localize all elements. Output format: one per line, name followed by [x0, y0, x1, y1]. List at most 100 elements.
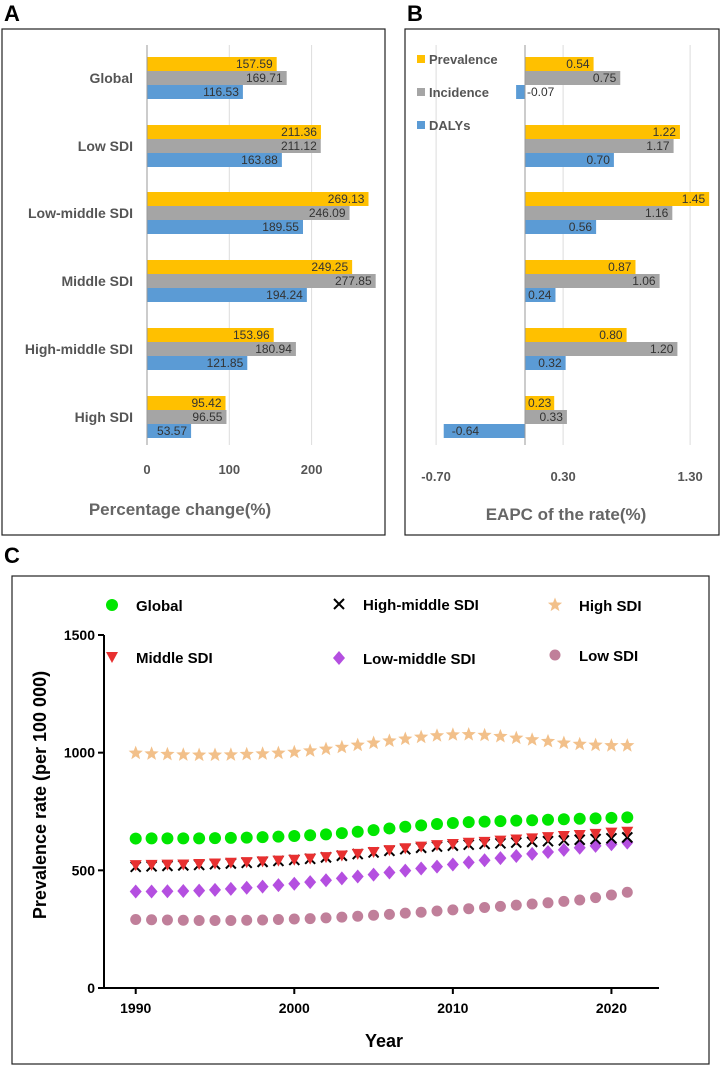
panel-c-point-global [224, 831, 237, 844]
panel-label-c: C [4, 543, 20, 568]
panel-c-point-global [209, 832, 221, 845]
panel-c-legend-marker-high-middle-sdi [333, 598, 345, 610]
panel-c-point-high-sdi [620, 738, 635, 752]
panel-c-point-global [367, 824, 380, 837]
panel-c-point-low-sdi [288, 913, 300, 925]
panel-b-bar-dalys [525, 288, 556, 302]
panel-c-x-tick-label: 1990 [120, 1000, 151, 1016]
panel-c-point-middle-sdi [272, 855, 285, 867]
panel-c-point-high-sdi [176, 747, 191, 761]
panel-a-bar-dalys [147, 356, 248, 370]
panel-c-point-global [193, 832, 206, 845]
panel-c-point-low-middle-sdi [589, 838, 602, 853]
panel-c-point-high-sdi [572, 736, 587, 751]
panel-c-point-high-sdi [414, 729, 429, 744]
panel-a-data-label: 121.85 [207, 356, 244, 370]
panel-c-point-high-sdi [366, 735, 381, 750]
panel-c-point-middle-sdi [462, 837, 475, 849]
panel-c-point-middle-sdi [177, 859, 190, 871]
panel-c-point-middle-sdi [399, 843, 412, 855]
panel-label-a: A [4, 1, 20, 26]
panel-c-point-global [510, 814, 523, 827]
panel-c-point-low-middle-sdi [399, 863, 412, 878]
panel-c-point-global [272, 830, 285, 843]
panel-a-data-label: 277.85 [335, 274, 372, 288]
panel-c-point-low-middle-sdi [145, 884, 158, 899]
panel-c-point-low-sdi [304, 913, 316, 925]
panel-b-x-tick-label: -0.70 [421, 469, 451, 484]
panel-c-point-high-sdi [223, 747, 238, 761]
panel-c-point-low-sdi [621, 886, 633, 898]
panel-b-chart: -0.70 0.30 1.30 0.540.75 -0.07 1.221.17 0.70 1.… [417, 45, 710, 484]
panel-c-point-low-middle-sdi [573, 840, 586, 855]
panel-c-point-low-sdi [257, 914, 269, 926]
panel-c-point-low-sdi [383, 908, 395, 920]
panel-c-point-low-sdi [431, 905, 443, 917]
panel-c-point-low-middle-sdi [320, 873, 332, 888]
panel-c-point-middle-sdi [605, 827, 618, 839]
panel-c-point-low-sdi [447, 904, 459, 916]
panel-b-bar-prevalence [525, 328, 627, 342]
panel-c-point-global [605, 811, 618, 824]
panel-c-y-tick-label: 0 [87, 980, 95, 996]
panel-c-point-global [335, 827, 348, 840]
panel-c-point-global [161, 832, 174, 845]
panel-c-point-low-middle-sdi [510, 848, 523, 863]
panel-c-point-middle-sdi [320, 852, 332, 864]
panel-b-data-label: 0.75 [593, 71, 617, 85]
panel-c-point-global [573, 812, 586, 825]
panel-b-data-label: 1.17 [646, 139, 670, 153]
panel-c-point-low-middle-sdi [542, 844, 554, 859]
panel-b-data-label: 1.16 [645, 206, 669, 220]
panel-a-data-label: 153.96 [233, 328, 270, 342]
panel-c-point-high-sdi [525, 732, 540, 746]
panel-a-data-label: 163.88 [241, 153, 278, 167]
panel-b-legend-swatch-dalys [417, 121, 425, 129]
panel-c-point-middle-sdi [351, 848, 364, 860]
panel-b-bar-dalys [525, 220, 597, 234]
panel-a-bar-incidence [147, 139, 321, 153]
panel-c-point-low-middle-sdi [177, 884, 190, 899]
panel-c-x-tick-label: 2010 [437, 1000, 468, 1016]
panel-c-point-low-sdi [526, 898, 538, 910]
panel-b-bar-dalys [525, 153, 614, 167]
panel-c-legend-marker-low-middle-sdi [333, 651, 345, 665]
panel-c-point-low-middle-sdi [193, 883, 206, 898]
panel-c-point-global [494, 815, 507, 828]
panel-a-data-label: 211.36 [281, 125, 317, 139]
panel-c-point-high-sdi [540, 733, 556, 748]
panel-c-y-tick-label: 500 [72, 862, 96, 878]
panel-c-point-low-sdi [272, 914, 284, 926]
panel-c-point-low-middle-sdi [415, 861, 428, 876]
panel-c-legend-marker-global [106, 599, 118, 611]
panel-b-bar-incidence [525, 410, 567, 424]
panel-c-point-low-sdi [479, 902, 491, 914]
panel-c-point-high-sdi [271, 745, 286, 760]
panel-c-point-middle-sdi [510, 834, 523, 846]
panel-c-point-high-sdi [398, 731, 413, 746]
panel-a-bar-prevalence [147, 260, 353, 274]
panel-c-point-high-sdi [192, 747, 207, 762]
panel-c-frame [11, 575, 710, 1065]
panel-b-data-label: 0.87 [608, 260, 632, 274]
panel-c-point-high-sdi [509, 730, 524, 745]
panel-c-y-tick-label: 1500 [64, 627, 95, 643]
panel-c-legend-marker-high-sdi [547, 597, 563, 612]
panel-c-point-global [446, 817, 459, 830]
panel-b-data-label: -0.64 [452, 424, 480, 438]
panel-c-point-middle-sdi [367, 846, 380, 858]
panel-c-point-low-sdi [336, 911, 348, 923]
panel-a-data-label: 95.42 [191, 396, 221, 410]
panel-c-point-high-sdi [255, 746, 270, 760]
panel-c-point-low-middle-sdi [446, 857, 459, 872]
panel-c-point-low-sdi [209, 914, 221, 926]
panel-a-data-label: 53.57 [157, 424, 187, 438]
panel-c-point-middle-sdi [526, 833, 539, 845]
panel-c-point-low-sdi [558, 895, 570, 907]
panel-c-point-high-sdi [556, 735, 571, 750]
panel-c-point-low-sdi [494, 900, 506, 912]
panel-a-x-tick-label: 0 [143, 462, 150, 477]
panel-c-y-axis-title: Prevalence rate (per 100 000) [30, 671, 50, 919]
panel-c-point-global [320, 828, 332, 841]
panel-b-bar-dalys [525, 356, 566, 370]
